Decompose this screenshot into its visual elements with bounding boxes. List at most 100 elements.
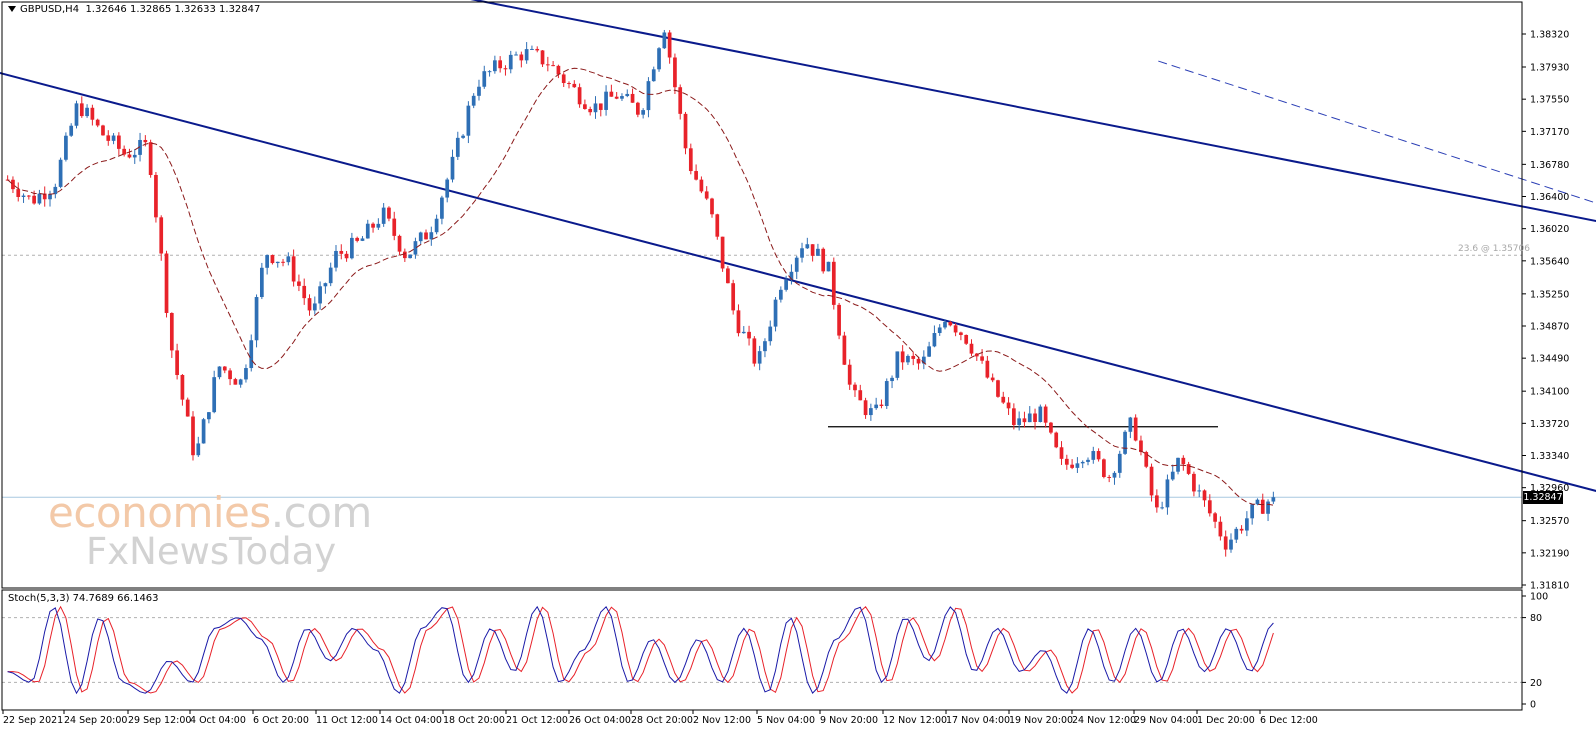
candle: [169, 312, 174, 358]
candle: [932, 325, 937, 348]
price-tick-label: 1.34870: [1530, 322, 1569, 333]
candle-body: [635, 102, 640, 115]
candle-body: [741, 331, 746, 334]
candle: [853, 382, 857, 397]
candle: [778, 286, 783, 303]
candle-body: [816, 248, 820, 256]
candle-body: [688, 148, 693, 172]
candle-body: [1022, 418, 1027, 423]
candle-body: [191, 416, 195, 456]
candle-body: [805, 244, 810, 249]
candle-body: [265, 255, 269, 268]
candle: [561, 72, 566, 87]
candle: [339, 244, 344, 260]
candle: [1170, 464, 1175, 481]
candle-body: [1260, 499, 1265, 514]
candle-body: [1107, 476, 1112, 478]
candle-body: [583, 104, 587, 109]
candle-body: [874, 404, 879, 409]
candle-body: [916, 358, 921, 364]
candle-body: [233, 379, 238, 385]
candle-body: [117, 135, 121, 149]
candle: [635, 101, 640, 118]
candle-body: [720, 236, 725, 269]
candle: [1218, 516, 1223, 541]
candle: [699, 176, 704, 194]
candle-body: [1006, 402, 1011, 409]
candle-body: [588, 108, 593, 113]
candle: [1149, 463, 1154, 502]
candle-body: [911, 355, 916, 359]
price-tick-label: 1.38320: [1530, 30, 1569, 41]
candle-body: [699, 179, 704, 192]
candle: [434, 214, 439, 235]
candle: [429, 226, 434, 246]
candle-body: [450, 156, 455, 180]
candle: [281, 258, 285, 267]
candle-body: [127, 154, 132, 158]
candle-body: [1012, 408, 1016, 426]
channel-lower-line: [0, 71, 1596, 492]
candle: [228, 368, 232, 386]
candle: [450, 149, 455, 183]
candle-body: [471, 95, 476, 106]
candle-body: [1192, 473, 1196, 492]
candle-body: [567, 83, 571, 85]
candle-body: [42, 193, 47, 200]
price-tick-label: 1.35640: [1530, 256, 1569, 267]
candle-body: [1213, 513, 1217, 522]
candle-body: [1239, 528, 1244, 531]
candle: [233, 377, 238, 385]
candle-body: [365, 223, 370, 239]
candle: [154, 171, 158, 223]
candle-body: [757, 351, 762, 364]
candle: [445, 177, 450, 203]
stochastic-pane[interactable]: [2, 605, 1522, 695]
candle-body: [625, 93, 630, 97]
candle: [530, 45, 534, 50]
candle: [238, 378, 243, 388]
candle: [159, 215, 164, 261]
candle-body: [159, 217, 164, 254]
candle: [583, 99, 587, 110]
price-pane[interactable]: [0, 0, 1596, 586]
candle-body: [519, 54, 524, 61]
candle-body: [164, 253, 169, 313]
candle-body: [1149, 466, 1154, 496]
candle-body: [249, 340, 254, 369]
candle-body: [996, 380, 1000, 397]
candle-body: [620, 96, 624, 99]
candle: [397, 234, 402, 256]
candle: [196, 436, 201, 457]
candle-body: [201, 419, 206, 444]
candle-body: [1043, 406, 1048, 423]
candle: [1250, 504, 1255, 525]
candle: [122, 145, 127, 157]
candle-body: [1027, 413, 1032, 423]
candle-body: [1070, 464, 1074, 468]
time-tick-label: 5 Nov 04:00: [757, 715, 815, 726]
candle: [567, 81, 571, 89]
time-tick-label: 12 Nov 12:00: [883, 715, 947, 726]
candle-body: [662, 32, 667, 49]
candle: [212, 370, 217, 414]
candle: [1207, 494, 1212, 517]
dropdown-triangle-icon[interactable]: [8, 6, 16, 12]
candle-body: [726, 268, 730, 284]
candle-body: [614, 96, 619, 99]
time-tick-label: 29 Nov 04:00: [1134, 715, 1198, 726]
candle: [519, 51, 524, 68]
candle: [53, 183, 58, 199]
candle-body: [964, 334, 969, 344]
candle: [890, 375, 894, 389]
candle: [1266, 499, 1270, 522]
candle-body: [1154, 495, 1159, 508]
candle: [408, 254, 412, 259]
candle-body: [323, 283, 328, 287]
stoch-frame: [1, 589, 1523, 711]
candle: [816, 243, 820, 256]
candle-body: [768, 326, 773, 342]
candle-body: [254, 297, 259, 341]
candle: [667, 30, 672, 64]
